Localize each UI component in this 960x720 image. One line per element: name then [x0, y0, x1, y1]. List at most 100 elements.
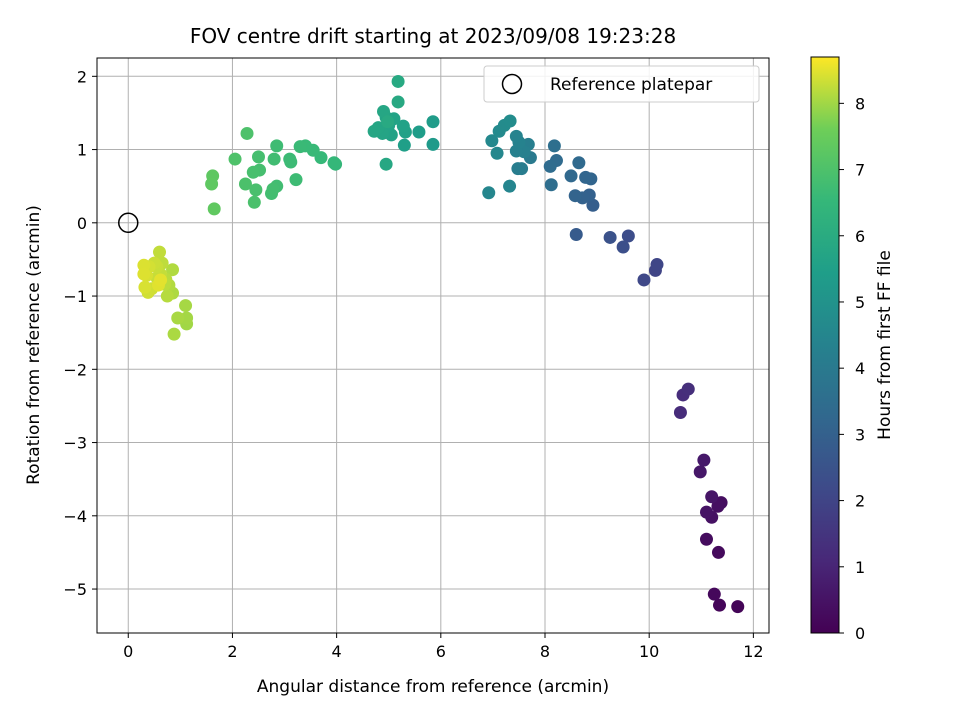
- data-point: [637, 273, 651, 287]
- data-point: [511, 162, 525, 176]
- data-point: [166, 263, 180, 277]
- data-point: [238, 177, 252, 191]
- data-point: [673, 406, 687, 420]
- data-point: [699, 505, 713, 519]
- data-point: [569, 228, 583, 242]
- data-point: [247, 195, 261, 209]
- y-tick-label: 1: [77, 141, 87, 160]
- data-point: [707, 587, 721, 601]
- y-tick-label: −3: [63, 434, 87, 453]
- data-point: [379, 157, 393, 171]
- data-point: [509, 129, 523, 143]
- data-point: [579, 170, 593, 184]
- data-point: [711, 499, 725, 513]
- legend-marker: [501, 73, 523, 95]
- data-point: [381, 115, 395, 129]
- data-points: [137, 74, 745, 614]
- data-point: [293, 140, 307, 154]
- data-point: [266, 182, 280, 196]
- data-point: [705, 490, 719, 504]
- colorbar-tick-label: 5: [855, 293, 865, 312]
- data-point: [621, 229, 635, 243]
- data-point: [207, 202, 221, 216]
- colorbar-tick-label: 3: [855, 425, 865, 444]
- x-tick-label: 10: [639, 642, 659, 661]
- data-point: [568, 189, 582, 203]
- data-point: [249, 183, 263, 197]
- data-point: [327, 156, 341, 170]
- x-tick-label: 12: [743, 642, 763, 661]
- data-point: [289, 173, 303, 187]
- colorbar-tick-label: 2: [855, 492, 865, 511]
- data-point: [482, 186, 496, 200]
- data-point: [426, 115, 440, 129]
- data-point: [270, 139, 284, 153]
- colorbar-tick-label: 1: [855, 558, 865, 577]
- data-point: [572, 156, 586, 170]
- legend: Reference platepar: [483, 65, 760, 103]
- data-point: [246, 165, 260, 179]
- data-point: [137, 267, 151, 281]
- y-tick-label: −5: [63, 580, 87, 599]
- data-point: [650, 258, 664, 272]
- x-tick-label: 6: [436, 642, 446, 661]
- colorbar-ticks: 0 1 2 3 4 5 6 7 8: [839, 94, 865, 643]
- data-point: [699, 532, 713, 546]
- colorbar-tick-label: 6: [855, 227, 865, 246]
- data-point: [153, 245, 167, 259]
- colorbar-label: Hours from first FF file: [875, 250, 895, 440]
- x-tick-label: 4: [332, 642, 342, 661]
- y-tick-label: 0: [77, 214, 87, 233]
- data-point: [154, 273, 168, 287]
- y-axis-ticks: −5 −4 −3 −2 −1 0 1 2: [63, 67, 97, 599]
- x-tick-label: 8: [540, 642, 550, 661]
- data-point: [564, 169, 578, 183]
- data-point: [697, 453, 711, 467]
- data-point: [490, 146, 504, 160]
- x-axis-ticks: 0 2 4 6 8 10 12: [123, 633, 764, 661]
- x-axis-label: Angular distance from reference (arcmin): [257, 677, 609, 697]
- x-tick-label: 2: [227, 642, 237, 661]
- data-point: [397, 138, 411, 152]
- data-point: [485, 134, 499, 148]
- reference-platepar-marker: [118, 212, 139, 234]
- data-point: [367, 124, 381, 138]
- data-point: [544, 178, 558, 192]
- data-point: [284, 155, 298, 169]
- x-tick-label: 0: [123, 642, 133, 661]
- data-point: [693, 465, 707, 479]
- data-point: [711, 545, 725, 559]
- data-point: [267, 152, 281, 166]
- data-point: [426, 137, 440, 151]
- data-point: [547, 139, 561, 153]
- colorbar-tick-label: 8: [855, 94, 865, 113]
- plot-frame: [96, 57, 770, 634]
- chart-title: FOV centre drift starting at 2023/09/08 …: [190, 24, 676, 48]
- data-point: [391, 95, 405, 109]
- colorbar-tick-label: 7: [855, 161, 865, 180]
- y-tick-label: −1: [63, 287, 87, 306]
- data-point: [160, 289, 174, 303]
- data-point: [543, 159, 557, 173]
- y-tick-label: −4: [63, 507, 87, 526]
- data-point: [603, 230, 617, 244]
- data-point: [240, 126, 254, 140]
- data-point: [391, 74, 405, 88]
- data-point: [167, 327, 181, 341]
- data-point: [228, 152, 242, 166]
- y-tick-label: 2: [77, 67, 87, 86]
- data-point: [731, 600, 745, 614]
- legend-box: [483, 65, 760, 103]
- data-point: [396, 119, 410, 133]
- data-point: [138, 280, 152, 294]
- data-point: [179, 299, 193, 313]
- data-point: [251, 150, 265, 164]
- data-point: [377, 104, 391, 118]
- data-point: [205, 177, 219, 191]
- data-point: [503, 179, 517, 193]
- data-point: [171, 311, 185, 325]
- y-tick-label: −2: [63, 360, 87, 379]
- data-point: [616, 240, 630, 254]
- legend-label: Reference platepar: [550, 75, 712, 95]
